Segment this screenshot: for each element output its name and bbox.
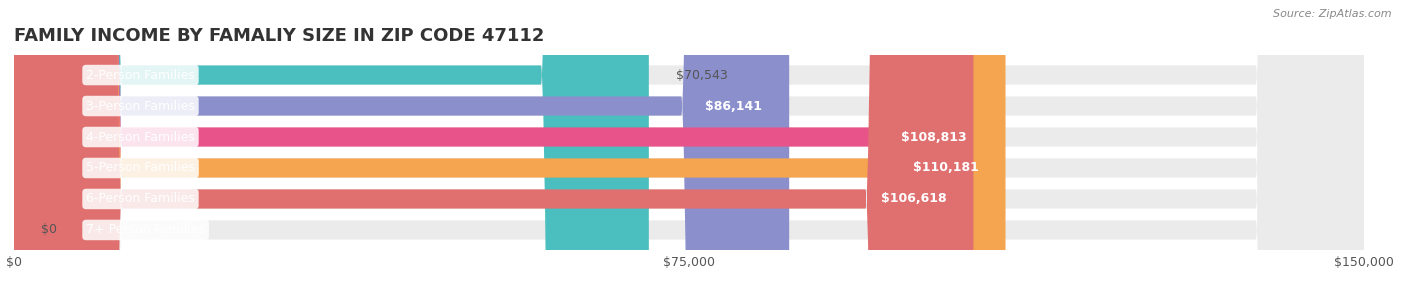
- FancyBboxPatch shape: [14, 0, 993, 305]
- Text: $106,618: $106,618: [880, 192, 946, 206]
- Text: $70,543: $70,543: [676, 69, 727, 81]
- FancyBboxPatch shape: [14, 0, 1005, 305]
- Text: 7+ Person Families: 7+ Person Families: [86, 224, 205, 236]
- Text: $0: $0: [41, 224, 58, 236]
- Text: 2-Person Families: 2-Person Families: [86, 69, 195, 81]
- FancyBboxPatch shape: [14, 0, 1364, 305]
- Text: Source: ZipAtlas.com: Source: ZipAtlas.com: [1274, 9, 1392, 19]
- FancyBboxPatch shape: [14, 0, 1364, 305]
- FancyBboxPatch shape: [14, 0, 1364, 305]
- Text: FAMILY INCOME BY FAMALIY SIZE IN ZIP CODE 47112: FAMILY INCOME BY FAMALIY SIZE IN ZIP COD…: [14, 27, 544, 45]
- FancyBboxPatch shape: [14, 0, 1364, 305]
- FancyBboxPatch shape: [14, 0, 973, 305]
- FancyBboxPatch shape: [14, 0, 789, 305]
- FancyBboxPatch shape: [14, 0, 1364, 305]
- Text: 3-Person Families: 3-Person Families: [86, 99, 195, 113]
- FancyBboxPatch shape: [14, 0, 1364, 305]
- Text: 6-Person Families: 6-Person Families: [86, 192, 195, 206]
- Text: $108,813: $108,813: [901, 131, 966, 144]
- Text: 4-Person Families: 4-Person Families: [86, 131, 195, 144]
- Text: 5-Person Families: 5-Person Families: [86, 161, 195, 174]
- Text: $110,181: $110,181: [912, 161, 979, 174]
- FancyBboxPatch shape: [14, 0, 648, 305]
- Text: $86,141: $86,141: [706, 99, 762, 113]
